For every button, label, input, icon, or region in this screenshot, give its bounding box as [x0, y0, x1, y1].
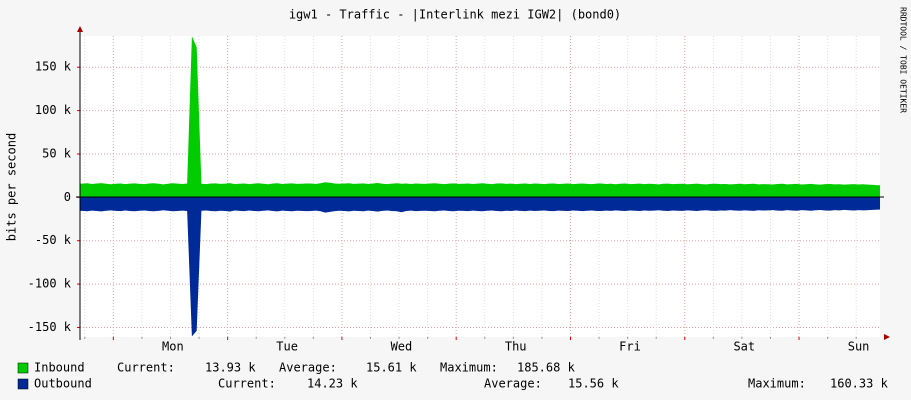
legend-stat: 13.93 k	[205, 361, 256, 375]
y-axis-label: bits per second	[5, 133, 19, 241]
y-tick-label: -150 k	[28, 320, 72, 334]
legend-stat: 15.61 k	[366, 361, 417, 375]
x-tick-label: Sat	[733, 340, 755, 354]
legend-stat: 160.33 k	[830, 377, 889, 391]
x-tick-label: Tue	[276, 340, 298, 354]
y-tick-label: 0	[64, 190, 71, 204]
y-tick-label: -50 k	[35, 233, 72, 247]
legend-stat: Average:	[484, 377, 542, 391]
legend-stat: 185.68 k	[517, 361, 576, 375]
x-tick-label: Sun	[848, 340, 870, 354]
axes	[76, 26, 890, 340]
x-tick-label: Thu	[505, 340, 527, 354]
legend-label: Outbound	[34, 377, 92, 391]
legend-swatch	[17, 378, 29, 390]
x-tick-label: Fri	[619, 340, 641, 354]
y-tick-label: 100 k	[35, 103, 72, 117]
legend-stat: Average:	[279, 361, 337, 375]
legend-label: Inbound	[34, 361, 85, 375]
chart-title: igw1 - Traffic - |Interlink mezi IGW2| (…	[289, 8, 621, 22]
legend-stat: Current:	[218, 377, 276, 391]
credit: RRDTOOL / TOBI OETIKER	[899, 7, 908, 113]
y-tick-label: 150 k	[35, 60, 72, 74]
legend-stat: Maximum:	[440, 361, 498, 375]
y-arrow	[77, 26, 83, 32]
legend-stat: Maximum:	[748, 377, 806, 391]
labels: -150 k -100 k -50 k 0 50 k 100 k 150 k Mon Tue We…	[17, 60, 889, 391]
legend-stat: Current:	[117, 361, 175, 375]
x-arrow	[884, 334, 890, 340]
y-tick-label: 50 k	[42, 146, 72, 160]
legend-swatch	[17, 362, 29, 374]
x-tick-label: Wed	[391, 340, 413, 354]
y-tick-label: -100 k	[28, 277, 72, 291]
legend-stat: 14.23 k	[307, 377, 358, 391]
x-tick-label: Mon	[162, 340, 184, 354]
legend-stat: 15.56 k	[568, 377, 619, 391]
